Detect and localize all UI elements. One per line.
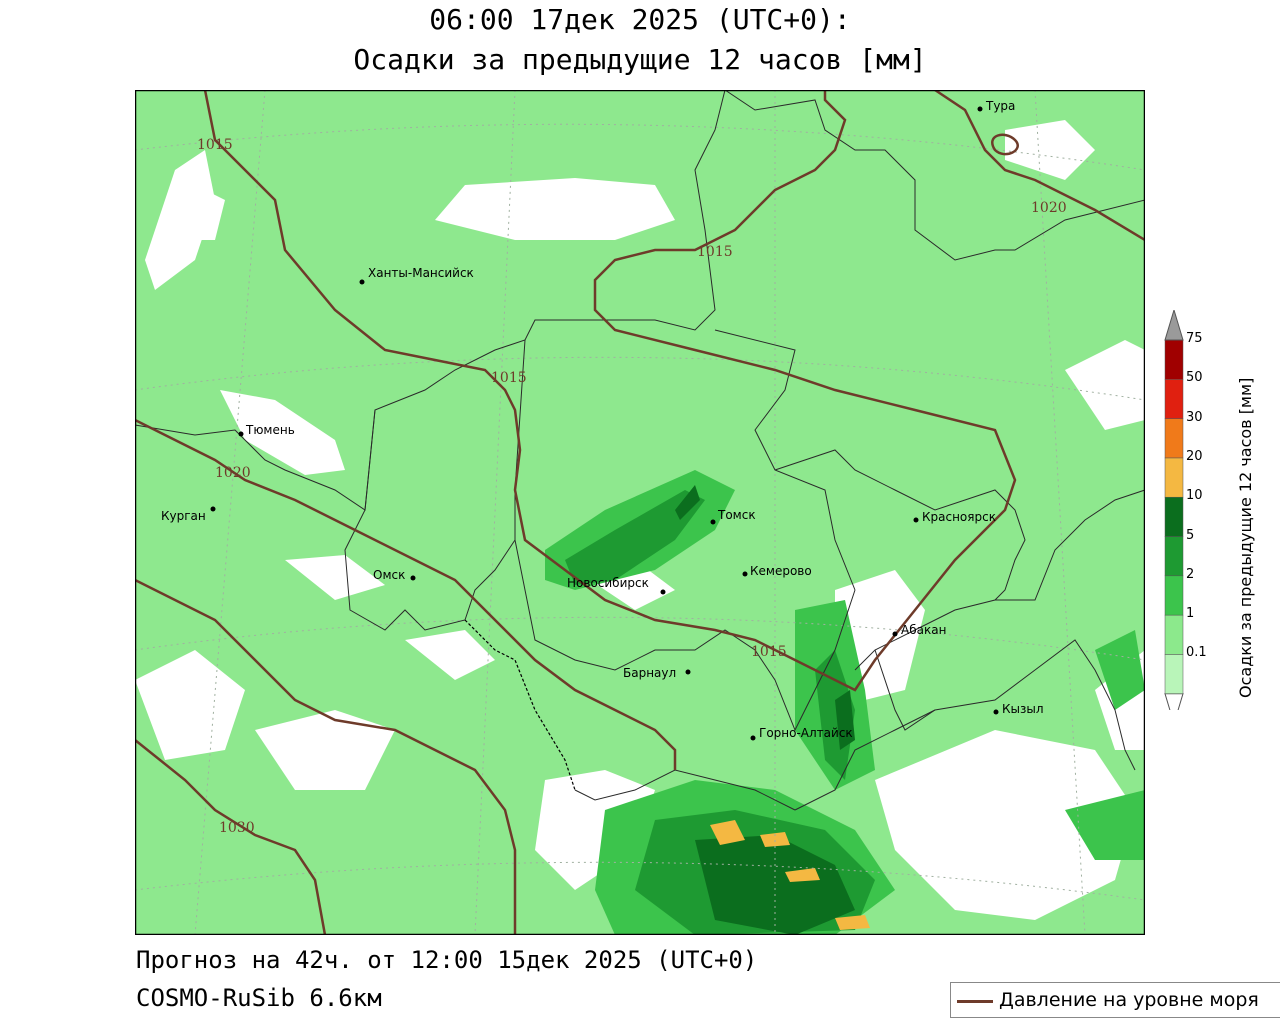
svg-text:Омск: Омск [373, 568, 405, 582]
isobar-label: 1030 [219, 820, 255, 836]
svg-text:Ханты-Мансийск: Ханты-Мансийск [368, 266, 474, 280]
city-omsk: Омск [373, 568, 416, 582]
isobar-label: 1020 [1031, 200, 1067, 216]
colorbar-tick-label: 5 [1186, 527, 1195, 543]
svg-text:Барнаул: Барнаул [623, 666, 676, 680]
svg-text:Курган: Курган [161, 509, 206, 523]
city-tomsk: Томск [710, 508, 756, 525]
region-borders [135, 90, 1145, 811]
isobar-label: 1020 [215, 465, 251, 481]
forecast-info: Прогноз на 42ч. от 12:00 15дек 2025 (UTC… [136, 946, 758, 974]
colorbar-tick-label: 75 [1186, 331, 1203, 346]
colorbar-bin [1164, 496, 1184, 537]
graticule [135, 90, 1145, 935]
colorbar-tick-label: 10 [1186, 488, 1203, 504]
colorbar-bin [1164, 575, 1184, 616]
cities: Тура Ханты-Мансийск Тюмень Курган Омск Н… [161, 99, 1044, 741]
colorbar-tick-label: 1 [1186, 606, 1195, 622]
city-abakan: Абакан [892, 623, 946, 637]
city-tyumen: Тюмень [238, 423, 295, 437]
city-kyzyl: Кызыл [993, 702, 1044, 716]
colorbar-min-triangle [1164, 693, 1184, 710]
precipitation-map: 1015 1015 1015 1015 1020 1020 1030 Тура … [135, 90, 1145, 935]
colorbar-tick-label: 2 [1186, 566, 1195, 582]
colorbar-bin [1164, 614, 1184, 655]
isobar-legend: Давление на уровне моря [950, 982, 1280, 1018]
isobar-label: 1015 [197, 137, 233, 153]
city-krasnoyarsk: Красноярск [913, 510, 996, 524]
svg-text:Новосибирск: Новосибирск [567, 576, 649, 590]
svg-text:Тура: Тура [985, 99, 1015, 113]
colorbar-max-triangle [1164, 310, 1184, 341]
isobar-legend-line [957, 1000, 993, 1003]
svg-text:Кемерово: Кемерово [750, 564, 812, 578]
isobar-label: 1015 [751, 644, 787, 660]
model-name: COSMO-RuSib 6.6км [136, 984, 382, 1012]
map-title-time: 06:00 17дек 2025 (UTC+0): [429, 3, 851, 36]
map-title-field: Осадки за предыдущие 12 часов [мм] [353, 43, 927, 76]
svg-text:Горно-Алтайск: Горно-Алтайск [759, 726, 853, 740]
colorbar-bin [1164, 418, 1184, 459]
city-tura: Тура [977, 99, 1015, 113]
colorbar-bin [1164, 536, 1184, 577]
isobar-labels: 1015 1015 1015 1015 1020 1020 1030 [197, 137, 1067, 836]
city-novosibirsk: Новосибирск [567, 576, 666, 595]
precipitation-colorbar [1164, 310, 1184, 710]
colorbar-bin [1164, 457, 1184, 498]
colorbar-tick-label: 0.1 [1186, 645, 1207, 661]
colorbar-bin [1164, 339, 1184, 380]
svg-text:Красноярск: Красноярск [922, 510, 996, 524]
colorbar-tick-label: 50 [1186, 370, 1203, 386]
colorbar-tick-label: 20 [1186, 448, 1203, 464]
city-gorno-altaysk: Горно-Алтайск [750, 726, 853, 741]
colorbar-bin [1164, 379, 1184, 419]
svg-text:Кызыл: Кызыл [1002, 702, 1044, 716]
colorbar-title: Осадки за предыдущие 12 часов [мм] [1236, 377, 1255, 698]
isobar-label: 1015 [491, 370, 527, 386]
isobars [135, 90, 1145, 935]
precip-20mm [710, 820, 870, 930]
svg-text:Тюмень: Тюмень [245, 423, 295, 437]
isobar-legend-label: Давление на уровне моря [999, 989, 1259, 1011]
city-kemerovo: Кемерово [742, 564, 812, 578]
city-kurgan: Курган [161, 506, 216, 523]
precip-10mm [675, 485, 855, 935]
state-border [464, 619, 576, 791]
colorbar-bin [1164, 654, 1184, 694]
svg-text:Томск: Томск [717, 508, 756, 522]
isobar-label: 1015 [697, 244, 733, 260]
city-khanty-mansiysk: Ханты-Мансийск [359, 266, 474, 285]
colorbar-tick-label: 30 [1186, 409, 1203, 425]
svg-text:Абакан: Абакан [901, 623, 946, 637]
city-barnaul: Барнаул [623, 666, 691, 680]
